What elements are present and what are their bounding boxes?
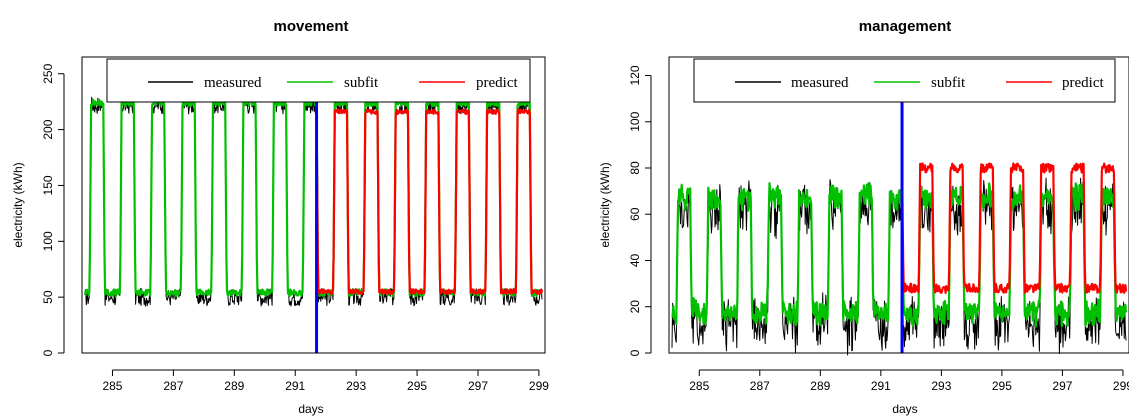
- y-tick-label: 120: [628, 65, 642, 85]
- series-predict: [900, 162, 1128, 294]
- x-axis-label: days: [892, 402, 917, 416]
- axes: 285 287 289 291 293 295 297 299 0 50 100 150 200 250: [41, 63, 549, 393]
- legend: measured subfit predict: [106, 58, 531, 103]
- legend-box: [693, 58, 1116, 103]
- legend-box: [106, 58, 531, 103]
- x-tick-label: 295: [992, 379, 1012, 393]
- y-tick-label: 0: [41, 349, 55, 356]
- legend-label-predict: predict: [476, 75, 518, 91]
- plot-area: [83, 82, 544, 353]
- x-tick-label: 289: [810, 379, 830, 393]
- x-tick-label: 291: [871, 379, 891, 393]
- x-tick-label: 293: [931, 379, 951, 393]
- y-tick-label: 50: [41, 290, 55, 304]
- legend: measured subfit predict: [693, 58, 1116, 103]
- x-tick-label: 285: [102, 379, 122, 393]
- series-subfit: [83, 98, 543, 298]
- y-tick-label: 200: [41, 119, 55, 139]
- y-tick-label: 80: [628, 161, 642, 175]
- x-axis-label: days: [298, 402, 323, 416]
- x-tick-label: 299: [1113, 379, 1129, 393]
- series-subfit: [671, 182, 1128, 328]
- y-tick-label: 40: [628, 254, 642, 268]
- y-tick-label: 60: [628, 207, 642, 221]
- y-tick-label: 250: [41, 63, 55, 83]
- y-tick-label: 100: [628, 111, 642, 131]
- y-axis-label: electricity (kWh): [11, 162, 25, 247]
- legend-label-subfit: subfit: [344, 75, 379, 91]
- x-tick-label: 297: [1052, 379, 1072, 393]
- x-tick-label: 287: [163, 379, 183, 393]
- plot-frame: [81, 56, 546, 354]
- axes: 285 287 289 291 293 295 297 299 0 20 40 60 80 100 120: [628, 65, 1129, 393]
- legend-label-measured: measured: [791, 75, 849, 91]
- y-tick-label: 150: [41, 175, 55, 195]
- plot-frame: [668, 56, 1129, 354]
- x-tick-label: 289: [224, 379, 244, 393]
- y-axis-label: electricity (kWh): [598, 162, 612, 247]
- series-measured: [671, 177, 1127, 356]
- x-tick-label: 287: [750, 379, 770, 393]
- legend-label-measured: measured: [204, 75, 262, 91]
- series-measured: [84, 95, 543, 307]
- x-tick-label: 291: [285, 379, 305, 393]
- x-tick-label: 297: [468, 379, 488, 393]
- series-predict: [315, 108, 544, 295]
- y-tick-label: 20: [628, 300, 642, 314]
- chart-management: management measured subfit predict 285 28…: [598, 18, 1129, 416]
- y-tick-label: 0: [628, 349, 642, 356]
- x-tick-label: 293: [346, 379, 366, 393]
- chart-title: movement: [273, 18, 348, 35]
- x-tick-label: 285: [689, 379, 709, 393]
- legend-label-subfit: subfit: [931, 75, 966, 91]
- chart-title: management: [859, 18, 952, 35]
- legend-label-predict: predict: [1062, 75, 1104, 91]
- x-tick-label: 295: [407, 379, 427, 393]
- y-tick-label: 100: [41, 231, 55, 251]
- plot-area: [671, 70, 1128, 356]
- x-tick-label: 299: [529, 379, 549, 393]
- chart-movement: movement measured subfit predict 285 287 2…: [11, 18, 549, 416]
